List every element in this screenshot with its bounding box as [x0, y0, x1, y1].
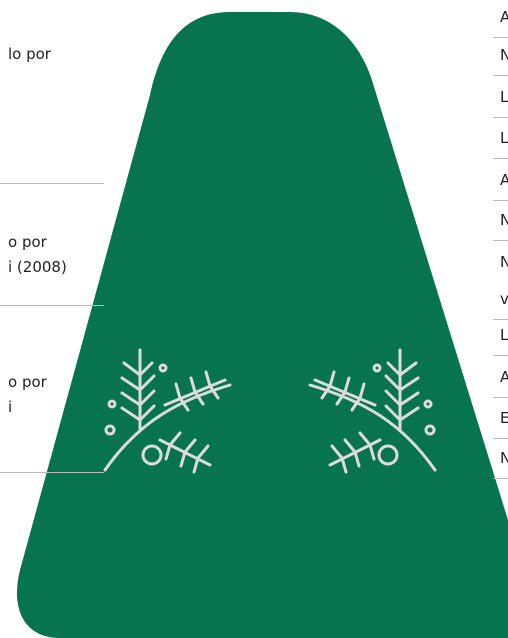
separator [493, 397, 508, 398]
tree-graphic [0, 0, 508, 638]
separator [493, 319, 508, 320]
left-item-text: o por [8, 370, 47, 395]
left-item-text: i [8, 395, 12, 420]
separator [493, 200, 508, 201]
right-item-text: N [500, 43, 508, 68]
right-item-text: v [500, 287, 508, 312]
right-item-text: L [500, 323, 508, 348]
separator [0, 305, 104, 306]
left-item-text: lo por [8, 42, 51, 67]
right-item-text: N [500, 446, 508, 471]
left-item-text: o por [8, 230, 47, 255]
tree-shape [17, 12, 508, 638]
separator [493, 355, 508, 356]
right-item-text: A [500, 168, 508, 193]
right-item-text: A [500, 5, 508, 30]
page: {"left_items": [ {"lines": ["lo por"]}, … [0, 0, 508, 638]
separator [493, 240, 508, 241]
separator [493, 75, 508, 76]
separator [493, 438, 508, 439]
separator [0, 472, 104, 473]
left-item-text: i (2008) [8, 255, 67, 280]
separator [493, 37, 508, 38]
right-item-text: N [500, 250, 508, 275]
separator [493, 117, 508, 118]
separator [0, 183, 104, 184]
right-item-text: E [500, 406, 508, 431]
right-item-text: N [500, 208, 508, 233]
right-item-text: A [500, 365, 508, 390]
separator [493, 478, 508, 479]
separator [493, 158, 508, 159]
right-item-text: L [500, 85, 508, 110]
right-item-text: L [500, 126, 508, 151]
